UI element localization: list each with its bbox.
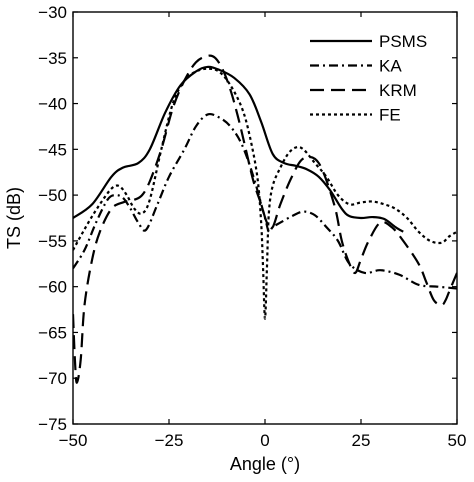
tick-marks <box>72 11 458 425</box>
series-layer <box>73 54 457 384</box>
series-line-psms <box>73 65 404 233</box>
y-tick-label: −30 <box>38 3 67 22</box>
x-tick-label: −50 <box>59 431 88 450</box>
y-tick-label: −75 <box>38 415 67 434</box>
y-tick-label: −40 <box>38 95 67 114</box>
legend-item-psms: PSMS <box>310 32 427 51</box>
series-line-ka <box>73 112 457 290</box>
x-tick-label: 25 <box>352 431 371 450</box>
y-tick-label: −55 <box>38 232 67 251</box>
legend-label-fe: FE <box>379 106 401 125</box>
y-tick-label: −45 <box>38 140 67 159</box>
legend: PSMS KA KRM FE <box>310 32 427 125</box>
x-tick-label: 50 <box>448 431 467 450</box>
x-tick-label: −25 <box>155 431 184 450</box>
y-tick-label: −50 <box>38 186 67 205</box>
y-tick-label: −60 <box>38 278 67 297</box>
tick-labels: −50 −25 0 25 50 −75 −70 −65 −60 −55 −50 −45 −40 −35 −3… <box>38 3 466 450</box>
series-line-krm <box>73 54 457 384</box>
legend-label-krm: KRM <box>379 81 417 100</box>
legend-item-krm: KRM <box>310 81 417 100</box>
legend-label-ka: KA <box>379 57 402 76</box>
legend-item-fe: FE <box>310 106 401 125</box>
series-line-fe <box>73 67 457 320</box>
legend-label-psms: PSMS <box>379 32 427 51</box>
x-tick-label: 0 <box>260 431 269 450</box>
y-tick-label: −70 <box>38 369 67 388</box>
x-axis-title: Angle (°) <box>230 454 300 474</box>
y-tick-label: −65 <box>38 323 67 342</box>
y-tick-label: −35 <box>38 49 67 68</box>
legend-item-ka: KA <box>310 57 402 76</box>
y-axis-title: TS (dB) <box>4 187 24 249</box>
